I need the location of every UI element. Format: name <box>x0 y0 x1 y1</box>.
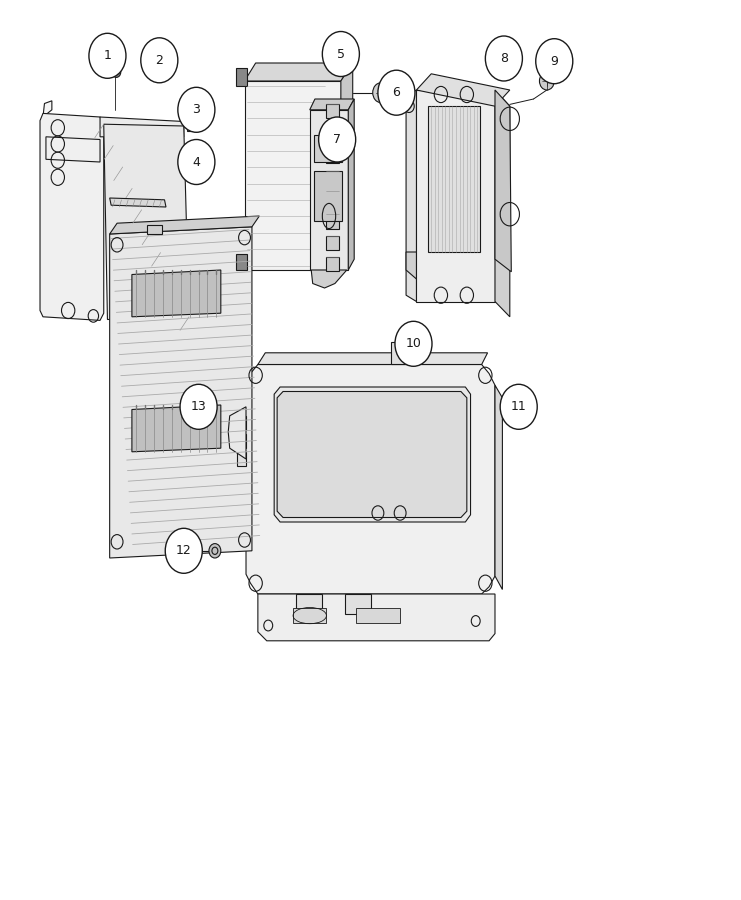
Polygon shape <box>314 135 342 162</box>
Polygon shape <box>326 256 339 271</box>
Circle shape <box>539 72 554 90</box>
Polygon shape <box>277 392 467 518</box>
Circle shape <box>197 148 203 155</box>
Polygon shape <box>258 594 495 641</box>
Polygon shape <box>40 113 104 320</box>
Circle shape <box>209 544 221 558</box>
Text: 9: 9 <box>551 55 558 68</box>
Polygon shape <box>237 434 246 448</box>
Polygon shape <box>104 124 189 320</box>
Polygon shape <box>132 270 221 317</box>
Polygon shape <box>110 227 252 558</box>
Polygon shape <box>326 171 339 185</box>
Polygon shape <box>100 117 184 137</box>
Circle shape <box>165 528 202 573</box>
Text: 12: 12 <box>176 544 192 557</box>
Polygon shape <box>345 594 370 614</box>
Circle shape <box>319 117 356 162</box>
Polygon shape <box>293 608 326 623</box>
Circle shape <box>322 32 359 76</box>
Circle shape <box>178 140 215 184</box>
Polygon shape <box>236 68 247 86</box>
Polygon shape <box>428 106 480 252</box>
Circle shape <box>378 70 415 115</box>
Polygon shape <box>348 99 354 270</box>
Polygon shape <box>310 99 354 110</box>
Polygon shape <box>132 405 221 452</box>
Polygon shape <box>110 198 166 207</box>
Circle shape <box>395 321 432 366</box>
Polygon shape <box>326 191 339 205</box>
Polygon shape <box>326 148 339 163</box>
Polygon shape <box>310 110 348 270</box>
Circle shape <box>500 384 537 429</box>
Polygon shape <box>416 90 495 302</box>
Polygon shape <box>245 63 353 81</box>
Text: 13: 13 <box>190 400 207 413</box>
Text: 2: 2 <box>156 54 163 67</box>
Polygon shape <box>110 216 259 234</box>
Circle shape <box>536 39 573 84</box>
Polygon shape <box>245 81 341 270</box>
Polygon shape <box>311 270 347 288</box>
Polygon shape <box>237 452 246 466</box>
Polygon shape <box>274 387 471 522</box>
Text: 6: 6 <box>393 86 400 99</box>
Text: 11: 11 <box>511 400 527 413</box>
Circle shape <box>180 384 217 429</box>
Polygon shape <box>326 104 339 118</box>
Polygon shape <box>495 385 502 590</box>
Text: 8: 8 <box>500 52 508 65</box>
Circle shape <box>485 36 522 81</box>
Text: 10: 10 <box>405 338 422 350</box>
Polygon shape <box>326 126 339 140</box>
Polygon shape <box>246 364 495 594</box>
Polygon shape <box>406 90 416 302</box>
Polygon shape <box>495 90 511 272</box>
Polygon shape <box>43 101 52 117</box>
Circle shape <box>141 38 178 83</box>
Polygon shape <box>406 252 416 279</box>
Polygon shape <box>356 608 400 623</box>
Polygon shape <box>416 74 510 106</box>
Polygon shape <box>326 236 339 250</box>
Text: 3: 3 <box>193 104 200 116</box>
Circle shape <box>112 67 121 77</box>
Text: 7: 7 <box>333 133 341 146</box>
Text: 5: 5 <box>337 48 345 60</box>
Text: 4: 4 <box>193 156 200 168</box>
Circle shape <box>178 87 215 132</box>
Polygon shape <box>341 63 353 270</box>
Circle shape <box>89 33 126 78</box>
Polygon shape <box>228 407 246 459</box>
Text: 1: 1 <box>104 50 111 62</box>
Polygon shape <box>495 90 510 317</box>
Circle shape <box>373 83 389 103</box>
Polygon shape <box>237 416 246 430</box>
Polygon shape <box>296 594 322 614</box>
Polygon shape <box>314 171 342 220</box>
Polygon shape <box>147 225 162 234</box>
Polygon shape <box>391 342 419 364</box>
Polygon shape <box>187 124 194 131</box>
Polygon shape <box>326 214 339 229</box>
Polygon shape <box>258 353 488 364</box>
Polygon shape <box>236 254 247 270</box>
